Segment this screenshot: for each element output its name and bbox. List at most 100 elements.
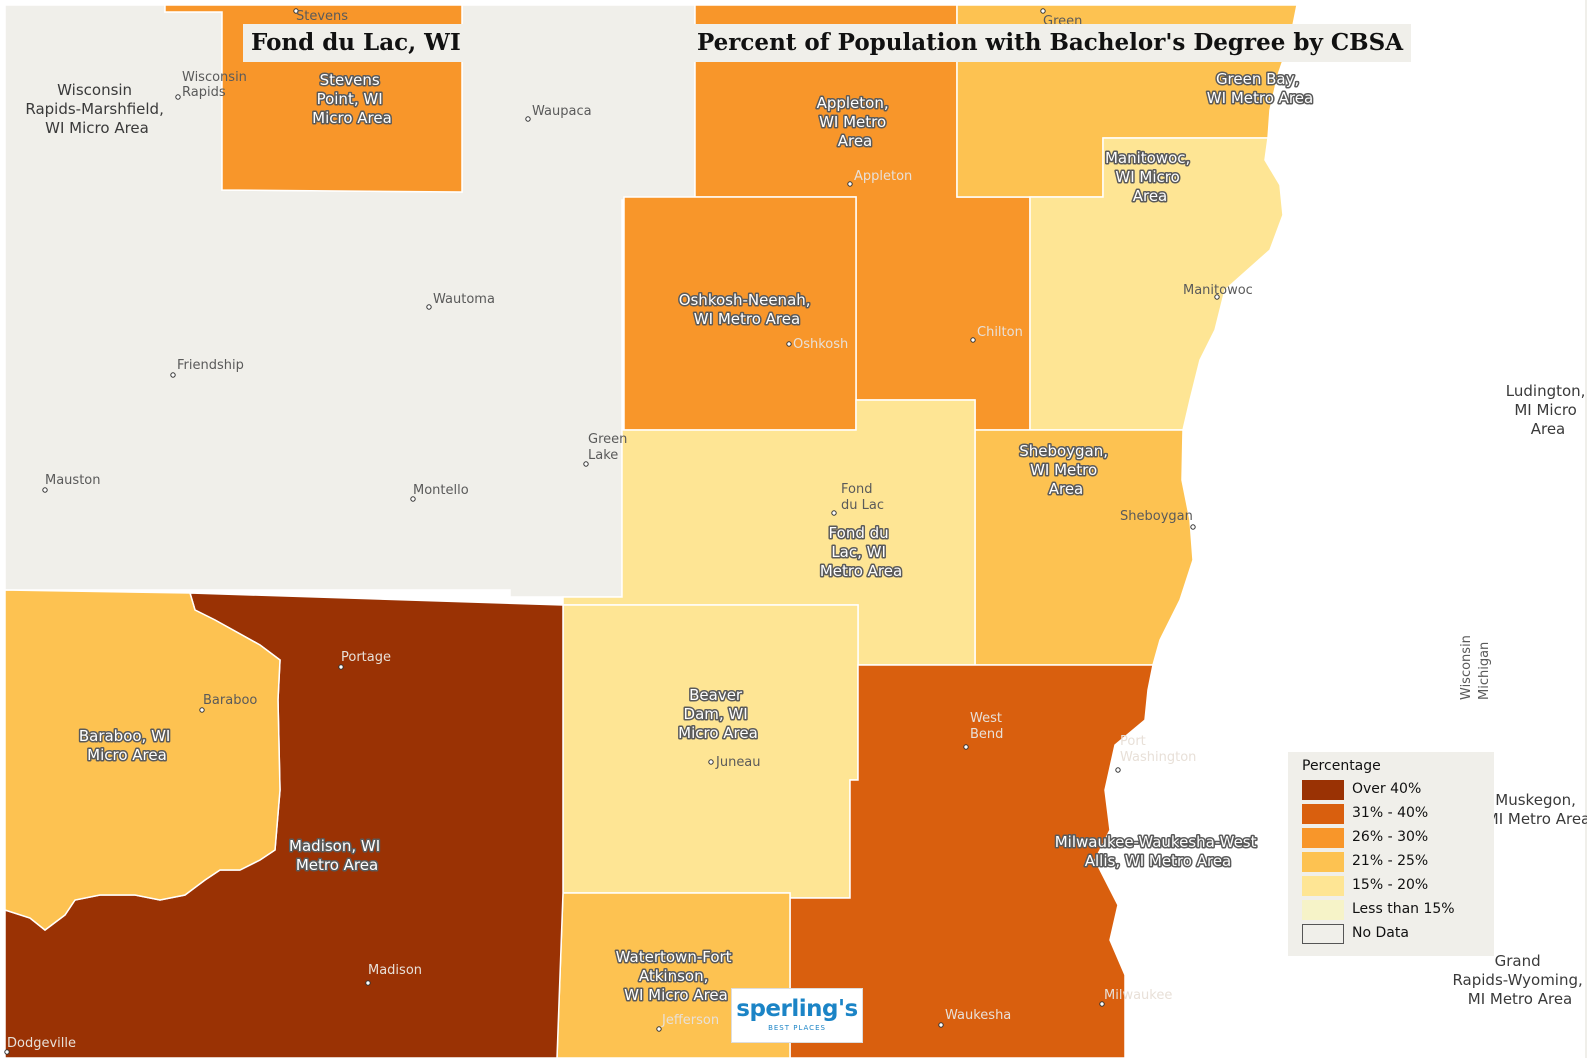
label-oshkosh: Oshkosh-Neenah, WI Metro Area (679, 291, 816, 328)
legend-label: 31% - 40% (1352, 805, 1429, 821)
legend-item: 21% - 25% (1302, 852, 1492, 874)
legend-swatch (1302, 876, 1344, 896)
legend-label: 26% - 30% (1352, 829, 1429, 845)
svg-text:Juneau: Juneau (715, 755, 761, 770)
city-friendship: Friendship (170, 358, 244, 378)
label-appleton: Appleton, WI Metro Area (817, 94, 894, 150)
city-manitowoc: Manitowoc (1183, 283, 1253, 300)
label-baraboo: Baraboo, WI Micro Area (79, 727, 175, 764)
city-dodgeville: Dodgeville (4, 1036, 76, 1055)
city-west-bend: West Bend (963, 711, 1003, 750)
svg-text:Oshkosh: Oshkosh (793, 337, 848, 352)
city-oshkosh: Oshkosh (786, 337, 848, 352)
region-beaver-dam (562, 604, 859, 899)
city-chilton: Chilton (970, 325, 1023, 343)
legend-label: Over 40% (1352, 781, 1422, 797)
region-michigan-edge (1585, 0, 1587, 1058)
svg-text:Jefferson: Jefferson (661, 1013, 719, 1028)
svg-text:Portage: Portage (341, 650, 391, 665)
svg-text:Sheboygan: Sheboygan (1120, 509, 1193, 524)
legend-swatch (1302, 828, 1344, 848)
city-madison: Madison (365, 963, 422, 986)
legend-label: No Data (1352, 925, 1409, 941)
state-label-wisconsin: Wisconsin (1459, 635, 1474, 700)
svg-text:Baraboo: Baraboo (203, 693, 257, 708)
label-grand-rapids: Grand Rapids-Wyoming, MI Metro Area (1452, 952, 1587, 1008)
label-muskegon: Muskegon, MI Metro Area (1486, 791, 1587, 828)
svg-text:Waupaca: Waupaca (532, 104, 592, 119)
legend-item: 15% - 20% (1302, 876, 1492, 898)
sperlings-logo: sperling's BEST PLACES (731, 988, 863, 1043)
city-mauston: Mauston (42, 473, 101, 493)
legend-label: 21% - 25% (1352, 853, 1429, 869)
city-montello: Montello (410, 483, 469, 502)
city-waupaca: Waupaca (525, 104, 592, 122)
legend-title: Percentage (1302, 758, 1381, 774)
city-sheboygan: Sheboygan (1120, 509, 1196, 530)
svg-text:Wautoma: Wautoma (433, 292, 495, 307)
city-milwaukee: Milwaukee (1099, 988, 1172, 1007)
label-wisconsin-rapids: Wisconsin Rapids-Marshfield, WI Micro Ar… (25, 81, 168, 137)
svg-text:Mauston: Mauston (45, 473, 101, 488)
legend-swatch (1302, 900, 1344, 920)
city-portage: Portage (338, 650, 391, 670)
label-sheboygan: Sheboygan, WI Metro Area (1019, 442, 1113, 498)
label-stevens-point: Stevens Point, WI Micro Area (312, 71, 392, 127)
svg-text:Appleton: Appleton (854, 169, 912, 184)
svg-text:Milwaukee: Milwaukee (1104, 988, 1172, 1003)
city-baraboo: Baraboo (199, 693, 257, 713)
legend-swatch (1302, 924, 1344, 944)
city-wisconsin-rapids: Wisconsin Rapids (175, 70, 247, 100)
logo-tagline: BEST PLACES (768, 1024, 826, 1032)
svg-text:Dodgeville: Dodgeville (7, 1036, 76, 1051)
legend-item: 26% - 30% (1302, 828, 1492, 850)
label-watertown: Watertown-Fort Atkinson, WI Micro Area (616, 948, 737, 1004)
svg-text:Chilton: Chilton (977, 325, 1023, 340)
label-fond-du-lac: Fond du Lac, WI Metro Area (820, 524, 902, 580)
legend-label: 15% - 20% (1352, 877, 1429, 893)
legend-item: No Data (1302, 924, 1492, 946)
city-wautoma: Wautoma (426, 292, 495, 310)
map-title: Fond du Lac, WI (243, 24, 469, 62)
label-beaver-dam: Beaver Dam, WI Micro Area (678, 686, 758, 742)
legend-swatch (1302, 780, 1344, 800)
legend-swatch (1302, 804, 1344, 824)
legend-label: Less than 15% (1352, 901, 1455, 917)
map-subtitle: Percent of Population with Bachelor's De… (689, 24, 1412, 62)
label-ludington: Ludington, MI Micro Area (1506, 382, 1587, 438)
label-green-bay: Green Bay, WI Metro Area (1207, 70, 1313, 107)
region-milwaukee (789, 664, 1154, 1058)
svg-text:Montello: Montello (413, 483, 469, 498)
city-fond-du-lac: Fond du Lac (831, 482, 884, 516)
label-madison: Madison, WI Metro Area (289, 837, 385, 874)
legend-item: 31% - 40% (1302, 804, 1492, 826)
legend-item: Over 40% (1302, 780, 1492, 802)
city-juneau: Juneau (708, 755, 761, 770)
svg-text:Madison: Madison (368, 963, 422, 978)
city-green-lake: Green Lake (583, 432, 627, 467)
region-baraboo (4, 589, 281, 931)
city-stevens: Stevens (293, 8, 348, 24)
area-labels: Stevens Point, WI Micro Area Appleton, W… (25, 69, 1587, 1009)
logo-wordmark: sperling's (736, 996, 858, 1022)
legend-item: Less than 15% (1302, 900, 1492, 922)
label-milwaukee: Milwaukee-Waukesha-West Allis, WI Metro … (1055, 833, 1262, 870)
city-appleton: Appleton (847, 169, 912, 187)
legend: Percentage Over 40% 31% - 40% 26% - 30% … (1288, 752, 1494, 956)
svg-text:Stevens: Stevens (296, 9, 348, 24)
city-waukesha: Waukesha (938, 1008, 1011, 1028)
region-manitowoc (1029, 137, 1284, 431)
city-port-washington: Port Washington (1115, 734, 1196, 773)
svg-text:Friendship: Friendship (177, 358, 244, 373)
city-markers: Stevens Green Wisconsin Rapids Waupaca Ap… (4, 8, 1253, 1055)
city-jefferson: Jefferson (656, 1013, 719, 1032)
label-manitowoc: Manitowoc, WI Micro Area (1105, 149, 1195, 205)
svg-text:Manitowoc: Manitowoc (1183, 283, 1253, 298)
state-label-michigan: Michigan (1477, 642, 1492, 700)
svg-text:Waukesha: Waukesha (945, 1008, 1011, 1023)
